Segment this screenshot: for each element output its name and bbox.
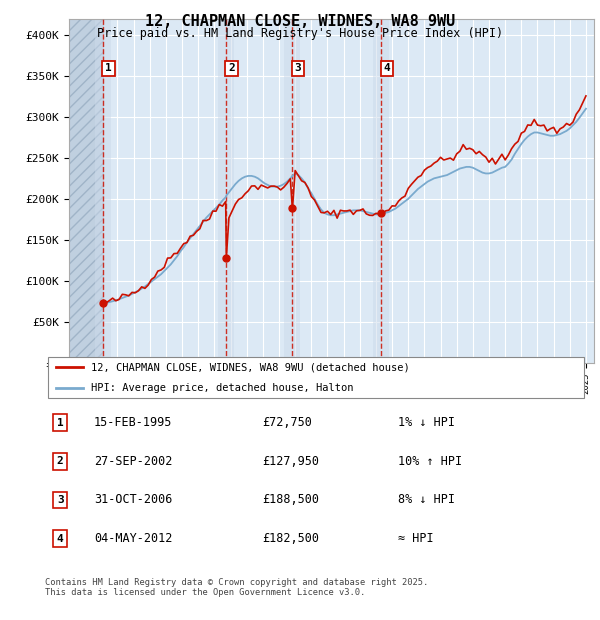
Bar [284, 19, 301, 363]
Text: 1% ↓ HPI: 1% ↓ HPI [398, 416, 455, 429]
Text: Price paid vs. HM Land Registry's House Price Index (HPI): Price paid vs. HM Land Registry's House … [97, 27, 503, 40]
Text: 2: 2 [228, 63, 235, 74]
Text: 2: 2 [57, 456, 64, 466]
Text: HPI: Average price, detached house, Halton: HPI: Average price, detached house, Halt… [91, 383, 353, 393]
FancyBboxPatch shape [48, 357, 584, 398]
Text: 4: 4 [383, 63, 390, 74]
Text: 27-SEP-2002: 27-SEP-2002 [94, 455, 172, 468]
Text: ≈ HPI: ≈ HPI [398, 532, 434, 545]
Text: 8% ↓ HPI: 8% ↓ HPI [398, 494, 455, 507]
Text: 31-OCT-2006: 31-OCT-2006 [94, 494, 172, 507]
Bar [373, 19, 389, 363]
Text: £182,500: £182,500 [262, 532, 319, 545]
Text: 15-FEB-1995: 15-FEB-1995 [94, 416, 172, 429]
Text: 12, CHAPMAN CLOSE, WIDNES, WA8 9WU: 12, CHAPMAN CLOSE, WIDNES, WA8 9WU [145, 14, 455, 29]
Bar [95, 19, 112, 363]
Text: 12, CHAPMAN CLOSE, WIDNES, WA8 9WU (detached house): 12, CHAPMAN CLOSE, WIDNES, WA8 9WU (deta… [91, 362, 410, 373]
Bar [218, 19, 235, 363]
Text: £127,950: £127,950 [262, 455, 319, 468]
Text: Contains HM Land Registry data © Crown copyright and database right 2025.
This d: Contains HM Land Registry data © Crown c… [45, 578, 428, 597]
Text: 3: 3 [57, 495, 64, 505]
Bar [69, 19, 103, 363]
Text: £188,500: £188,500 [262, 494, 319, 507]
Text: 4: 4 [57, 534, 64, 544]
Text: 1: 1 [57, 418, 64, 428]
Text: 04-MAY-2012: 04-MAY-2012 [94, 532, 172, 545]
Text: £72,750: £72,750 [262, 416, 312, 429]
Text: 10% ↑ HPI: 10% ↑ HPI [398, 455, 462, 468]
Text: 1: 1 [105, 63, 112, 74]
Text: 3: 3 [295, 63, 301, 74]
